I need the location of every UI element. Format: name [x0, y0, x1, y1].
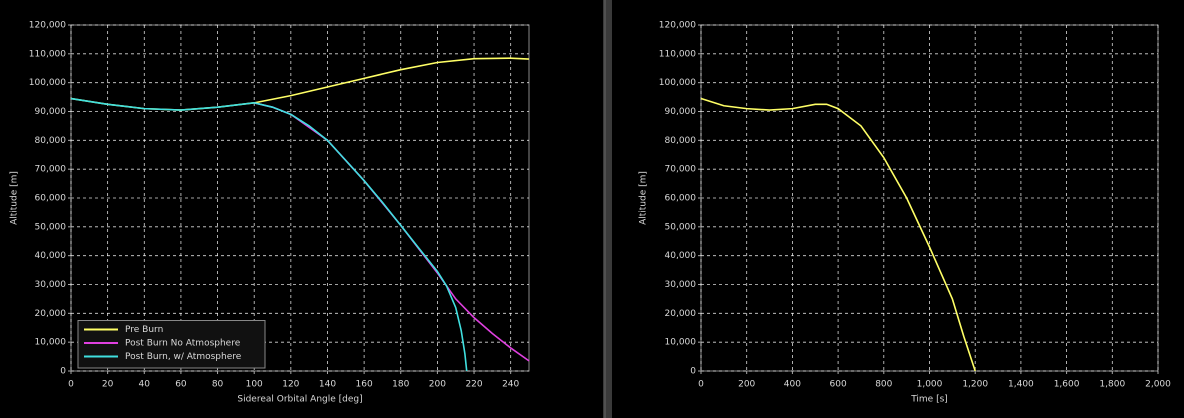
y-axis-label: Altitude [m]	[10, 171, 20, 225]
x-tick-label: 2,000	[1145, 380, 1171, 390]
x-tick-label: 400	[784, 380, 801, 390]
x-tick-label: 240	[502, 380, 519, 390]
x-axis-label: Sidereal Orbital Angle [deg]	[237, 395, 362, 405]
y-tick-label: 0	[690, 367, 696, 377]
x-tick-label: 120	[282, 380, 299, 390]
legend-label: Pre Burn	[125, 325, 163, 335]
y-tick-label: 70,000	[665, 165, 697, 175]
x-tick-label: 1,400	[1008, 380, 1034, 390]
x-tick-label: 200	[429, 380, 446, 390]
legend: Pre Burn Post Burn No Atmosphere Post Burn…	[77, 320, 266, 369]
y-tick-label: 10,000	[665, 338, 697, 348]
y-tick-label: 100,000	[659, 78, 696, 88]
y-tick-label: 70,000	[35, 165, 67, 175]
series-line	[70, 97, 468, 372]
y-tick-label: 40,000	[35, 251, 67, 261]
y-tick-label: 20,000	[35, 309, 67, 319]
y-tick-label: 110,000	[659, 49, 696, 59]
x-tick-label: 140	[319, 380, 336, 390]
legend-box	[77, 320, 266, 369]
y-axis-label: Altitude [m]	[639, 171, 649, 225]
x-tick-label: 80	[212, 380, 224, 390]
y-tick-label: 120,000	[659, 21, 696, 31]
y-tick-label: 80,000	[35, 136, 67, 146]
x-tick-label: 20	[102, 380, 114, 390]
x-tick-label: 1,200	[962, 380, 988, 390]
x-tick-label: 1,000	[917, 380, 943, 390]
x-tick-label: 1,800	[1099, 380, 1125, 390]
y-tick-label: 110,000	[29, 49, 66, 59]
x-tick-label: 0	[68, 380, 74, 390]
y-tick-label: 90,000	[665, 107, 697, 117]
x-tick-label: 100	[246, 380, 263, 390]
y-tick-label: 20,000	[665, 309, 697, 319]
x-tick-label: 60	[175, 380, 187, 390]
y-tick-label: 0	[60, 367, 66, 377]
y-tick-label: 60,000	[35, 194, 67, 204]
series-line	[700, 97, 976, 372]
x-tick-label: 0	[698, 380, 704, 390]
divider	[603, 0, 612, 418]
y-tick-label: 50,000	[35, 222, 67, 232]
y-tick-label: 100,000	[29, 78, 66, 88]
x-tick-label: 40	[139, 380, 151, 390]
legend-label: Post Burn No Atmosphere	[125, 339, 241, 349]
x-tick-label: 200	[738, 380, 755, 390]
x-tick-label: 220	[465, 380, 482, 390]
y-tick-label: 80,000	[665, 136, 697, 146]
x-tick-label: 800	[875, 380, 892, 390]
x-tick-label: 1,600	[1054, 380, 1080, 390]
legend-label: Post Burn, w/ Atmosphere	[125, 352, 242, 362]
y-tick-label: 30,000	[665, 280, 697, 290]
y-tick-label: 40,000	[665, 251, 697, 261]
y-tick-label: 90,000	[35, 107, 67, 117]
y-tick-label: 120,000	[29, 21, 66, 31]
x-axis-label: Time [s]	[910, 395, 948, 405]
y-tick-label: 30,000	[35, 280, 67, 290]
x-tick-label: 600	[830, 380, 847, 390]
x-tick-label: 160	[356, 380, 373, 390]
y-tick-label: 10,000	[35, 338, 67, 348]
x-tick-label: 180	[392, 380, 409, 390]
y-tick-label: 50,000	[665, 222, 697, 232]
y-tick-label: 60,000	[665, 194, 697, 204]
